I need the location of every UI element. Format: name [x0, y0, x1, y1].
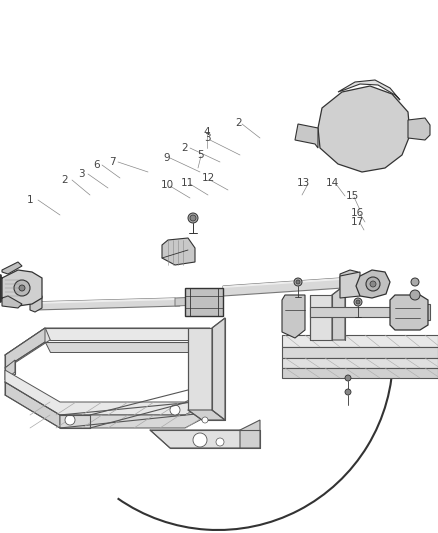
Polygon shape: [45, 342, 210, 352]
Text: 2: 2: [62, 175, 68, 185]
Text: 3: 3: [78, 169, 84, 179]
Polygon shape: [5, 360, 15, 380]
Text: 11: 11: [180, 178, 194, 188]
Text: 2: 2: [236, 118, 242, 128]
Text: 12: 12: [201, 173, 215, 183]
Text: 4: 4: [204, 127, 210, 137]
Polygon shape: [2, 296, 22, 308]
Circle shape: [19, 285, 25, 291]
Circle shape: [354, 298, 362, 306]
Circle shape: [216, 438, 224, 446]
Polygon shape: [30, 294, 42, 312]
Circle shape: [411, 278, 419, 286]
Polygon shape: [332, 285, 345, 340]
Polygon shape: [282, 347, 438, 358]
Polygon shape: [340, 272, 360, 298]
Polygon shape: [175, 296, 223, 306]
Polygon shape: [5, 328, 45, 368]
Text: 6: 6: [94, 160, 100, 170]
Polygon shape: [30, 298, 175, 304]
Text: 17: 17: [350, 217, 364, 227]
Polygon shape: [282, 295, 305, 338]
Circle shape: [345, 375, 351, 381]
Polygon shape: [60, 400, 215, 428]
Polygon shape: [45, 328, 210, 340]
Polygon shape: [185, 288, 223, 316]
Polygon shape: [223, 278, 343, 296]
Circle shape: [294, 278, 302, 286]
Circle shape: [296, 280, 300, 284]
Polygon shape: [240, 420, 260, 448]
Text: 9: 9: [164, 153, 170, 163]
Polygon shape: [162, 238, 195, 265]
Polygon shape: [318, 86, 410, 172]
Polygon shape: [223, 278, 340, 288]
Circle shape: [170, 405, 180, 415]
Polygon shape: [420, 304, 430, 320]
Text: 14: 14: [325, 178, 339, 188]
Circle shape: [345, 389, 351, 395]
Circle shape: [65, 415, 75, 425]
Polygon shape: [5, 370, 215, 415]
Polygon shape: [282, 358, 438, 368]
Polygon shape: [212, 318, 225, 420]
Polygon shape: [356, 270, 390, 298]
Polygon shape: [282, 335, 438, 347]
Polygon shape: [338, 80, 400, 100]
Text: 15: 15: [346, 191, 359, 201]
Circle shape: [356, 300, 360, 304]
Polygon shape: [295, 124, 318, 148]
Polygon shape: [282, 368, 438, 378]
Circle shape: [193, 433, 207, 447]
Text: 5: 5: [197, 150, 203, 160]
Circle shape: [188, 213, 198, 223]
Text: 13: 13: [297, 178, 310, 188]
Polygon shape: [30, 298, 180, 310]
Polygon shape: [408, 118, 430, 140]
Polygon shape: [150, 430, 260, 448]
Text: 16: 16: [350, 208, 364, 218]
Polygon shape: [390, 295, 428, 330]
Polygon shape: [2, 270, 42, 306]
Text: 3: 3: [204, 133, 210, 143]
Text: 7: 7: [109, 157, 115, 167]
Text: 1: 1: [27, 195, 33, 205]
Text: 2: 2: [182, 143, 188, 153]
Polygon shape: [310, 295, 332, 340]
Polygon shape: [310, 307, 420, 317]
Polygon shape: [2, 262, 22, 274]
Polygon shape: [340, 270, 360, 288]
Circle shape: [190, 215, 196, 221]
Circle shape: [202, 417, 208, 423]
Circle shape: [14, 280, 30, 296]
Text: 10: 10: [160, 180, 173, 190]
Polygon shape: [188, 410, 225, 420]
Polygon shape: [5, 382, 60, 428]
Circle shape: [366, 277, 380, 291]
Circle shape: [410, 290, 420, 300]
Circle shape: [370, 281, 376, 287]
Polygon shape: [5, 328, 210, 366]
Polygon shape: [188, 328, 212, 410]
